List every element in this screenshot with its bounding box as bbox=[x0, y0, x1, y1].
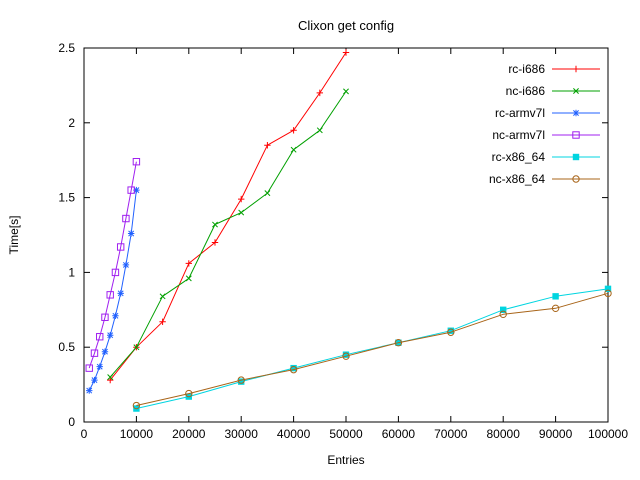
y-tick-label: 1 bbox=[68, 265, 75, 279]
y-tick-label: 1.5 bbox=[58, 191, 75, 205]
x-tick-label: 50000 bbox=[329, 427, 363, 441]
series-line-nc-i686 bbox=[109, 91, 347, 378]
series-rc-i686 bbox=[107, 49, 350, 384]
series-line-rc-armv7l bbox=[88, 190, 137, 391]
series-line-rc-x86_64 bbox=[136, 288, 609, 409]
y-tick-label: 0 bbox=[68, 415, 75, 429]
series-line-nc-armv7l bbox=[88, 161, 137, 369]
x-tick-label: 100000 bbox=[588, 427, 628, 441]
x-tick-label: 90000 bbox=[539, 427, 573, 441]
x-tick-label: 0 bbox=[81, 427, 88, 441]
x-tick-label: 10000 bbox=[120, 427, 154, 441]
series-nc-i686 bbox=[107, 88, 349, 381]
x-axis-label: Entries bbox=[327, 453, 365, 467]
series-rc-x86_64 bbox=[133, 285, 612, 412]
x-tick-label: 80000 bbox=[487, 427, 521, 441]
y-axis-label: Time[s] bbox=[7, 215, 21, 255]
series-nc-armv7l bbox=[85, 157, 141, 372]
x-tick-label: 40000 bbox=[277, 427, 311, 441]
chart-title: Clixon get config bbox=[297, 18, 395, 33]
series-line-rc-i686 bbox=[109, 52, 347, 381]
x-tick-label: 60000 bbox=[382, 427, 416, 441]
legend: rc-i686 nc-i686 rc-armv7l nc-armv7l rc-x86_6… bbox=[489, 62, 600, 186]
legend-label-nc-x86_64: nc-x86_64 bbox=[489, 172, 545, 186]
x-tick-label: 70000 bbox=[434, 427, 468, 441]
y-tick-label: 2.5 bbox=[58, 41, 75, 55]
series-line-nc-x86_64 bbox=[136, 292, 609, 406]
legend-label-nc-i686: nc-i686 bbox=[506, 84, 546, 98]
legend-label-nc-armv7l: nc-armv7l bbox=[492, 128, 545, 142]
series-rc-armv7l bbox=[86, 186, 140, 394]
plot-border bbox=[83, 47, 609, 423]
y-tick-label: 2 bbox=[68, 116, 75, 130]
x-tick-label: 30000 bbox=[225, 427, 259, 441]
y-tick-label: 0.5 bbox=[58, 340, 75, 354]
x-tick-label: 20000 bbox=[172, 427, 206, 441]
legend-label-rc-armv7l: rc-armv7l bbox=[495, 106, 545, 120]
series-nc-x86_64 bbox=[132, 289, 612, 410]
legend-label-rc-x86_64: rc-x86_64 bbox=[492, 150, 546, 164]
legend-label-rc-i686: rc-i686 bbox=[508, 62, 545, 76]
